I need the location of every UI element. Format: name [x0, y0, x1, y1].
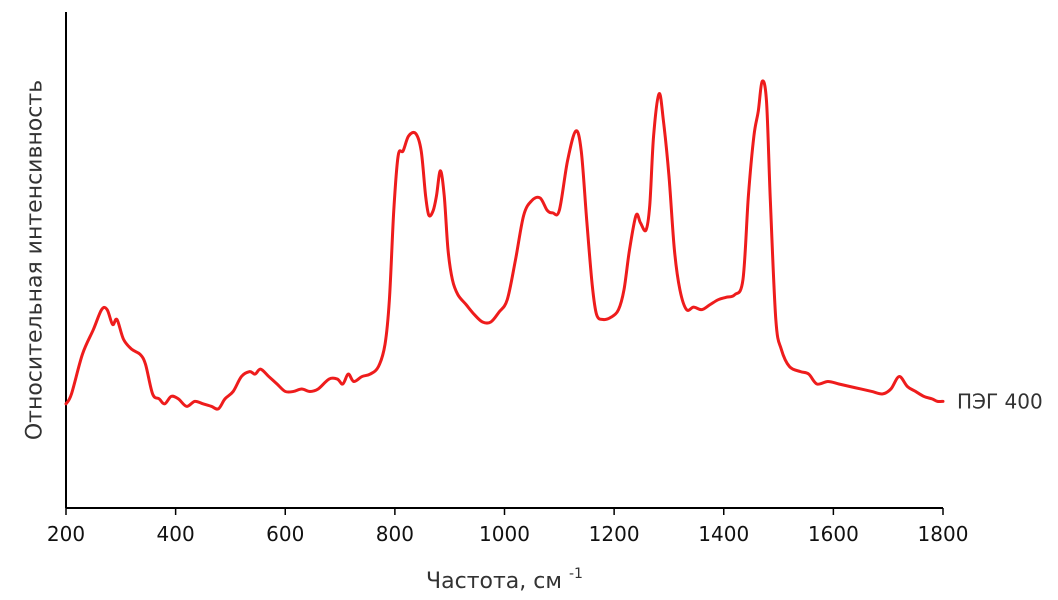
x-tick-label: 1400 — [698, 522, 749, 546]
plot-area: 200 400 600 800 1000 1200 1400 1600 1800 ПЭГ 400 — [47, 12, 1043, 546]
x-ticks — [65, 508, 944, 515]
y-axis-title: Относительная интенсивность — [23, 80, 48, 440]
series-labels: ПЭГ 400 — [957, 389, 1043, 413]
x-tick-label: 1000 — [479, 522, 530, 546]
x-axis-title-superscript: -1 — [569, 566, 583, 582]
x-axis-title-text: Частота, см — [426, 569, 562, 594]
series-line — [64, 79, 945, 411]
series-label: ПЭГ 400 — [957, 389, 1043, 413]
series-group — [64, 79, 945, 411]
x-tick-label: 800 — [376, 522, 414, 546]
x-axis-title: Частота, см -1 — [426, 566, 583, 594]
x-tick-label: 400 — [157, 522, 195, 546]
x-tick-label: 1800 — [918, 522, 969, 546]
x-tick-label: 200 — [47, 522, 85, 546]
x-tick-label: 1600 — [808, 522, 859, 546]
x-tick-label: 600 — [266, 522, 304, 546]
x-tick-labels: 200 400 600 800 1000 1200 1400 1600 1800 — [47, 522, 969, 546]
x-tick-label: 1200 — [589, 522, 640, 546]
